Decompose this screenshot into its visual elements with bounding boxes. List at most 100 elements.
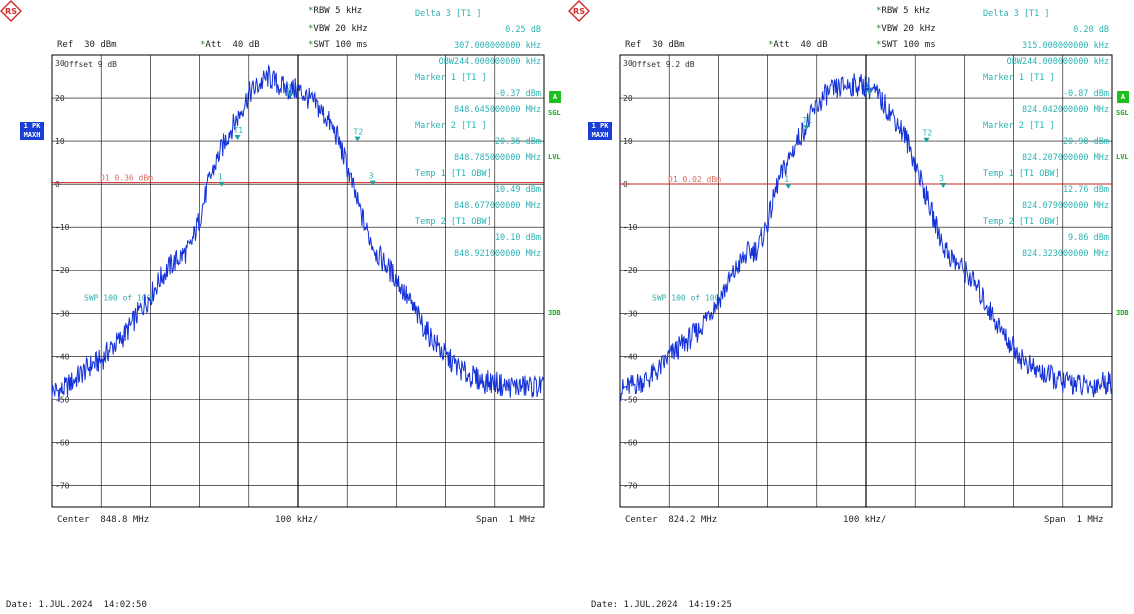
y-tick-label: -40 bbox=[623, 352, 638, 361]
svg-text:RS: RS bbox=[573, 7, 585, 16]
marker-readout-line: Temp 1 [T1 OBW] bbox=[983, 169, 1060, 179]
y-tick-label: -20 bbox=[623, 266, 638, 275]
div-label: 100 kHz/ bbox=[843, 515, 887, 525]
y-tick-label: -60 bbox=[623, 438, 638, 447]
marker-readout-line: 20.98 dBm bbox=[1063, 137, 1109, 147]
3db-label: 3DB bbox=[1116, 309, 1129, 317]
y-tick-label: -70 bbox=[55, 481, 70, 490]
marker-readout-line: 0.20 dB bbox=[1073, 25, 1109, 35]
marker-label: T1 bbox=[233, 126, 243, 135]
y-tick-label: -30 bbox=[55, 309, 70, 318]
marker-label: T2 bbox=[354, 128, 364, 137]
y-tick-label: 10 bbox=[55, 137, 65, 146]
marker-symbol bbox=[287, 92, 294, 98]
div-label: 100 kHz/ bbox=[275, 515, 319, 525]
marker-symbol bbox=[234, 134, 241, 140]
spectrum-trace bbox=[619, 73, 1113, 403]
marker-readout-line: 307.000000000 kHz bbox=[454, 41, 541, 51]
center-freq-label: Center 848.8 MHz bbox=[57, 515, 150, 525]
spectrum-trace bbox=[51, 64, 545, 403]
maxh-label: MAXH bbox=[23, 131, 41, 139]
sgl-label: SGL bbox=[1116, 109, 1129, 117]
y-tick-label: 20 bbox=[55, 94, 65, 103]
y-tick-label: -10 bbox=[623, 223, 638, 232]
d1-label: D1 0.02 dBm bbox=[668, 175, 721, 184]
marker-readout-line: Delta 3 [T1 ] bbox=[415, 9, 482, 19]
vbw-label: *VBW 20 kHz bbox=[308, 24, 368, 34]
marker-readout-line: Temp 2 [T1 OBW] bbox=[983, 217, 1060, 227]
y-tick-label: 20 bbox=[623, 94, 633, 103]
trace-mode-badge: 1 PK MAXH bbox=[20, 122, 44, 140]
date-label: Date: 1.JUL.2024 14:02:50 bbox=[6, 600, 147, 610]
maxh-label: MAXH bbox=[591, 131, 609, 139]
marker-readout-line: 12.76 dBm bbox=[1063, 185, 1109, 195]
lvl-label: LVL bbox=[548, 153, 561, 161]
marker-readout-line: 20.36 dBm bbox=[495, 137, 541, 147]
marker-symbol bbox=[785, 183, 792, 189]
y-tick-label: 30 bbox=[55, 59, 65, 68]
y-tick-label: -60 bbox=[55, 438, 70, 447]
marker-readout-line: 848.645000000 MHz bbox=[454, 105, 541, 115]
marker-readout-line: 10.10 dBm bbox=[495, 233, 541, 243]
marker-symbol bbox=[369, 180, 376, 186]
marker-readout-line: 824.079000000 MHz bbox=[1022, 201, 1109, 211]
rbw-label: *RBW 5 kHz bbox=[876, 6, 931, 16]
d1-label: D1 0.36 dBm bbox=[100, 174, 153, 183]
y-tick-label: 10 bbox=[623, 137, 633, 146]
center-freq-label: Center 824.2 MHz bbox=[625, 515, 718, 525]
marker-readout-line: 848.677000000 MHz bbox=[454, 201, 541, 211]
y-tick-label: -10 bbox=[55, 223, 70, 232]
marker-readout-line: Marker 2 [T1 ] bbox=[415, 121, 487, 131]
ref-level-label: Ref 30 dBm bbox=[57, 40, 117, 50]
spectrum-panel-right: RS *RBW 5 kHz *VBW 20 kHz *SWT 100 ms Re… bbox=[568, 0, 1129, 614]
y-tick-label: 0 bbox=[55, 180, 60, 189]
sweep-count-label: SWP 100 of 100 bbox=[84, 293, 152, 302]
marker-symbol bbox=[940, 183, 947, 189]
svg-text:RS: RS bbox=[5, 7, 17, 16]
rbw-label: *RBW 5 kHz bbox=[308, 6, 363, 16]
pk-label: 1 PK bbox=[23, 122, 41, 130]
marker-readout-line: Delta 3 [T1 ] bbox=[983, 9, 1050, 19]
ref-level-label: Ref 30 dBm bbox=[625, 40, 685, 50]
y-tick-label: -50 bbox=[55, 395, 70, 404]
marker-readout-line: OBW244.000000000 kHz bbox=[439, 57, 541, 67]
sgl-label: SGL bbox=[548, 109, 561, 117]
attenuation-label: *Att 40 dB bbox=[200, 40, 260, 50]
marker-readout-line: 10.49 dBm bbox=[495, 185, 541, 195]
marker-readout-line: Marker 1 [T1 ] bbox=[415, 73, 487, 83]
marker-readout-line: Temp 2 [T1 OBW] bbox=[415, 217, 492, 227]
marker-label: 1 bbox=[784, 175, 789, 184]
attenuation-label: *Att 40 dB bbox=[768, 40, 828, 50]
marker-label: 2 bbox=[287, 83, 292, 92]
span-label: Span 1 MHz bbox=[1044, 515, 1104, 525]
vbw-label: *VBW 20 kHz bbox=[876, 24, 936, 34]
swt-label: *SWT 100 ms bbox=[308, 40, 368, 50]
marker-label: T1 bbox=[802, 116, 812, 125]
marker-label: 3 bbox=[369, 172, 374, 181]
spectrum-panel-left: RS *RBW 5 kHz *VBW 20 kHz *SWT 100 ms Re… bbox=[0, 0, 561, 614]
trace-mode-badge: 1 PK MAXH bbox=[588, 122, 612, 140]
y-tick-label: -40 bbox=[55, 352, 70, 361]
rs-logo-icon: RS bbox=[568, 0, 590, 22]
3db-label: 3DB bbox=[548, 309, 561, 317]
swt-label: *SWT 100 ms bbox=[876, 40, 936, 50]
sweep-count-label: SWP 100 of 100 bbox=[652, 293, 720, 302]
marker-label: 2 bbox=[865, 81, 870, 90]
pk-label: 1 PK bbox=[591, 122, 609, 130]
marker-symbol bbox=[218, 181, 225, 187]
a-badge: A bbox=[1117, 91, 1129, 103]
marker-readout-line: 848.921000000 MHz bbox=[454, 249, 541, 259]
date-label: Date: 1.JUL.2024 14:19:25 bbox=[591, 600, 732, 610]
offset-label: Offset 9 dB bbox=[64, 60, 117, 69]
marker-readout-line: -0.37 dBm bbox=[495, 89, 541, 99]
spectrum-plot: 30 20 10 0 -10 -20 -30 -40 -50 -60 -70 Offset 9 dB D… bbox=[51, 9, 545, 508]
marker-readout-line: 824.207000000 MHz bbox=[1022, 153, 1109, 163]
offset-label: Offset 9.2 dB bbox=[632, 60, 695, 69]
marker-readout-line: 9.86 dBm bbox=[1068, 233, 1109, 243]
marker-label: T2 bbox=[923, 129, 933, 138]
y-tick-label: 0 bbox=[623, 180, 628, 189]
marker-readout-line: 848.785000000 MHz bbox=[454, 153, 541, 163]
spectrum-plot: 30 20 10 0 -10 -20 -30 -40 -50 -60 -70 Offset 9.2 d… bbox=[619, 9, 1113, 508]
marker-readout-line: -0.87 dBm bbox=[1063, 89, 1109, 99]
marker-label: 1 bbox=[218, 173, 223, 182]
